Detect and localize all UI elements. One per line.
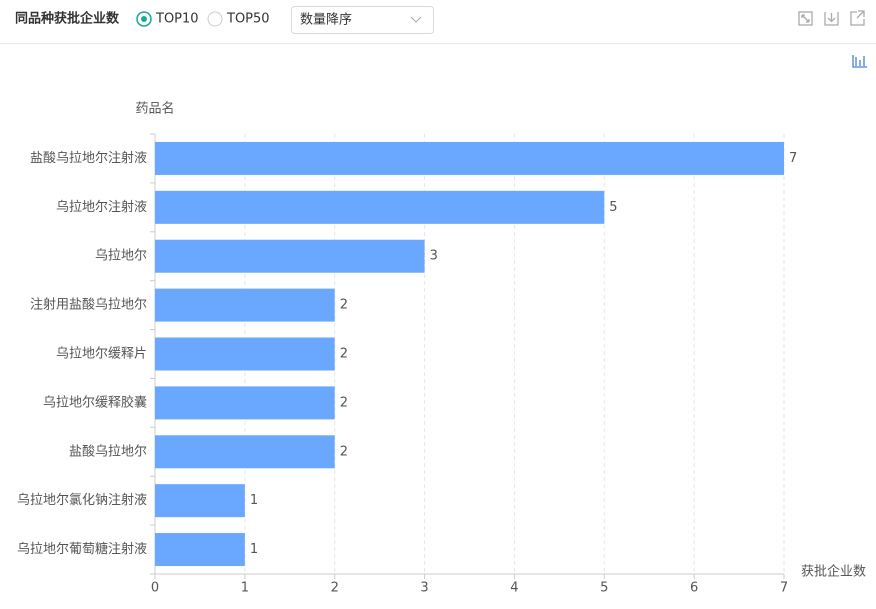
- value-label: 3: [430, 249, 438, 264]
- radio-top50[interactable]: TOP50: [207, 11, 270, 27]
- x-tick-label: 1: [241, 581, 249, 596]
- bar: [155, 386, 335, 420]
- y-tick-label: 盐酸乌拉地尔: [69, 443, 147, 459]
- expand-icon[interactable]: [798, 11, 813, 26]
- radio-label[interactable]: TOP10: [155, 12, 199, 27]
- y-tick-label: 乌拉地尔缓释胶囊: [43, 394, 147, 410]
- y-axis-title: 药品名: [135, 101, 174, 117]
- bar: [155, 435, 335, 469]
- bar: [155, 190, 605, 224]
- chart-type-icon[interactable]: [852, 55, 867, 68]
- value-label: 1: [250, 542, 258, 557]
- y-tick-label: 乌拉地尔: [95, 248, 147, 264]
- x-tick-label: 3: [420, 581, 428, 596]
- open-icon[interactable]: [850, 10, 865, 26]
- radio-dot: [141, 16, 147, 22]
- bar: [155, 533, 245, 567]
- sort-select[interactable]: 数量降序: [291, 6, 434, 34]
- x-tick-label: 4: [510, 581, 518, 596]
- y-tick-label: 乌拉地尔氯化钠注射液: [17, 492, 147, 508]
- x-tick-label: 5: [600, 581, 608, 596]
- y-tick-label: 乌拉地尔葡萄糖注射液: [17, 541, 147, 557]
- bar: [155, 337, 335, 371]
- panel-title: 同品种获批企业数: [15, 11, 120, 27]
- select-value: 数量降序: [300, 13, 352, 28]
- x-tick-label: 7: [780, 581, 788, 596]
- y-tick-label: 乌拉地尔注射液: [56, 199, 147, 215]
- value-label: 7: [789, 151, 797, 166]
- bar: [155, 288, 335, 322]
- value-label: 2: [340, 395, 348, 410]
- value-label: 1: [250, 493, 258, 508]
- x-tick-label: 6: [690, 581, 698, 596]
- value-label: 2: [340, 347, 348, 362]
- value-label: 2: [340, 298, 348, 313]
- radio-label[interactable]: TOP50: [226, 12, 270, 27]
- x-tick-label: 0: [151, 581, 159, 596]
- select-arrow: [410, 16, 422, 23]
- bar: [155, 141, 784, 175]
- select-box[interactable]: [291, 6, 434, 34]
- value-label: 5: [609, 200, 617, 215]
- radio-circle[interactable]: [207, 11, 223, 27]
- radio-top10[interactable]: TOP10: [136, 11, 199, 27]
- y-tick-label: 乌拉地尔缓释片: [56, 346, 147, 362]
- bar: [155, 484, 245, 518]
- x-axis-title: 获批企业数: [801, 564, 866, 580]
- x-tick-label: 2: [331, 581, 339, 596]
- y-tick-label: 注射用盐酸乌拉地尔: [30, 297, 147, 313]
- download-icon[interactable]: [824, 12, 839, 26]
- bar: [155, 239, 425, 273]
- y-tick-label: 盐酸乌拉地尔注射液: [30, 150, 147, 166]
- value-label: 2: [340, 444, 348, 459]
